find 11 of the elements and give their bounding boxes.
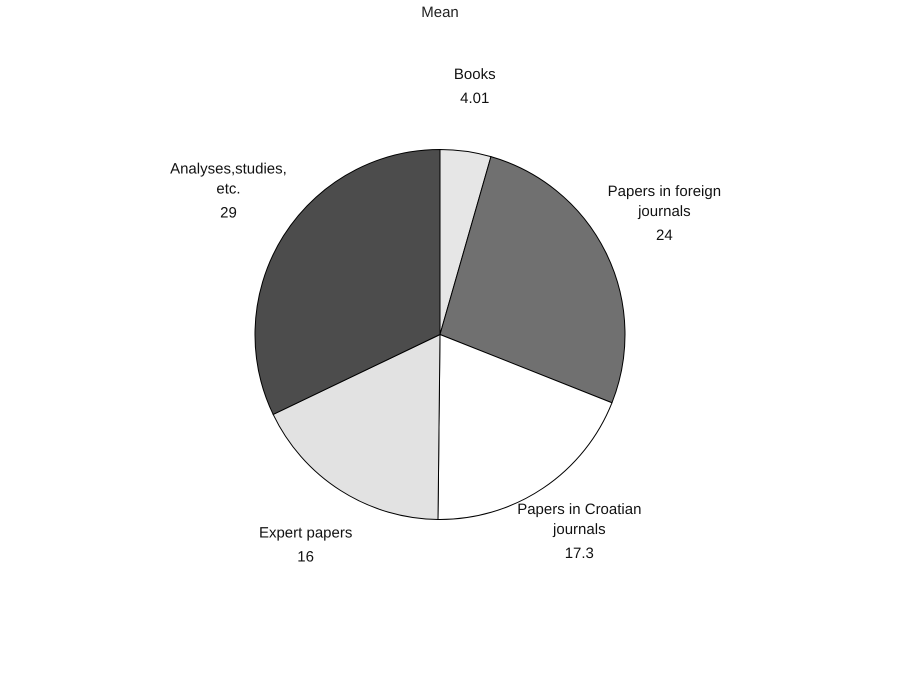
slice-label: Analyses,studies, etc.: [170, 160, 287, 198]
data-label: 17.3: [564, 545, 594, 562]
slice-label: Expert papers: [258, 524, 352, 542]
data-label: 24: [656, 227, 673, 244]
chart-title: Mean: [421, 4, 459, 21]
data-label: 16: [297, 548, 314, 566]
data-label: 29: [220, 204, 237, 222]
slice-label: Papers in Croatian journals: [517, 501, 642, 538]
data-label: 4.01: [460, 90, 490, 107]
slice-label: Books: [454, 66, 496, 83]
slice-label: Papers in foreign journals: [608, 183, 722, 220]
